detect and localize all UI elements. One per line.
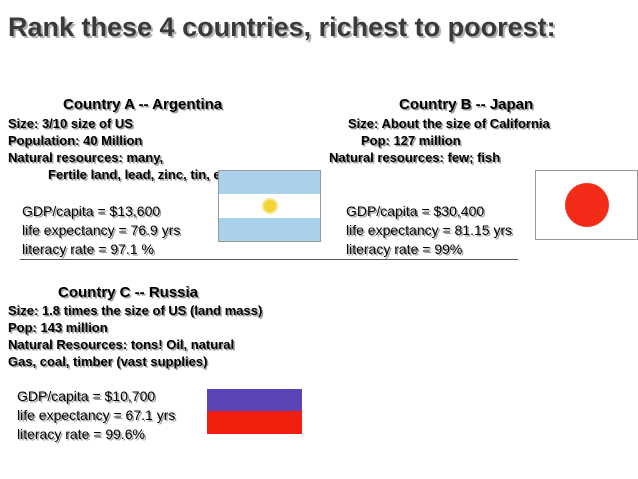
japan-flag-icon: [535, 170, 638, 240]
country-c-size: Size: 1.8 times the size of US (land mas…: [8, 303, 263, 318]
country-c-gdp: GDP/capita = $10,700: [17, 388, 156, 404]
country-b-life-expectancy: life expectancy = 81.15 yrs: [346, 222, 513, 238]
russia-flag-icon: [207, 366, 302, 434]
section-divider: [20, 259, 518, 260]
country-c-life-expectancy: life expectancy = 67.1 yrs: [17, 407, 176, 423]
slide-title: Rank these 4 countries, richest to poore…: [8, 12, 556, 42]
country-c-population: Pop: 143 million: [8, 320, 108, 335]
country-a-resources: Natural resources: many,: [8, 150, 164, 165]
country-a-literacy: literacy rate = 97.1 %: [22, 241, 154, 257]
country-a-size: Size: 3/10 size of US: [8, 116, 133, 131]
country-c-resources-detail: Gas, coal, timber (vast supplies): [8, 354, 208, 369]
country-c-heading: Country C -- Russia: [58, 284, 199, 301]
country-c-resources: Natural Resources: tons! Oil, natural: [8, 337, 235, 352]
country-c-literacy: literacy rate = 99.6%: [17, 426, 146, 442]
country-a-resources-detail: Fertile land, lead, zinc, tin, etc: [48, 167, 233, 182]
country-a-gdp: GDP/capita = $13,600: [22, 203, 161, 219]
country-a-life-expectancy: life expectancy = 76.9 yrs: [22, 222, 181, 238]
country-b-literacy: literacy rate = 99%: [346, 241, 463, 257]
argentina-flag-icon: [218, 170, 321, 242]
country-b-population: Pop: 127 million: [361, 133, 461, 148]
country-b-heading: Country B -- Japan: [399, 96, 534, 113]
country-b-resources: Natural resources: few; fish: [329, 150, 501, 165]
country-b-gdp: GDP/capita = $30,400: [346, 203, 485, 219]
country-a-population: Population: 40 Million: [8, 133, 143, 148]
sun-icon: [263, 199, 276, 212]
country-b-size: Size: About the size of California: [348, 116, 550, 131]
country-a-heading: Country A -- Argentina: [63, 96, 223, 113]
